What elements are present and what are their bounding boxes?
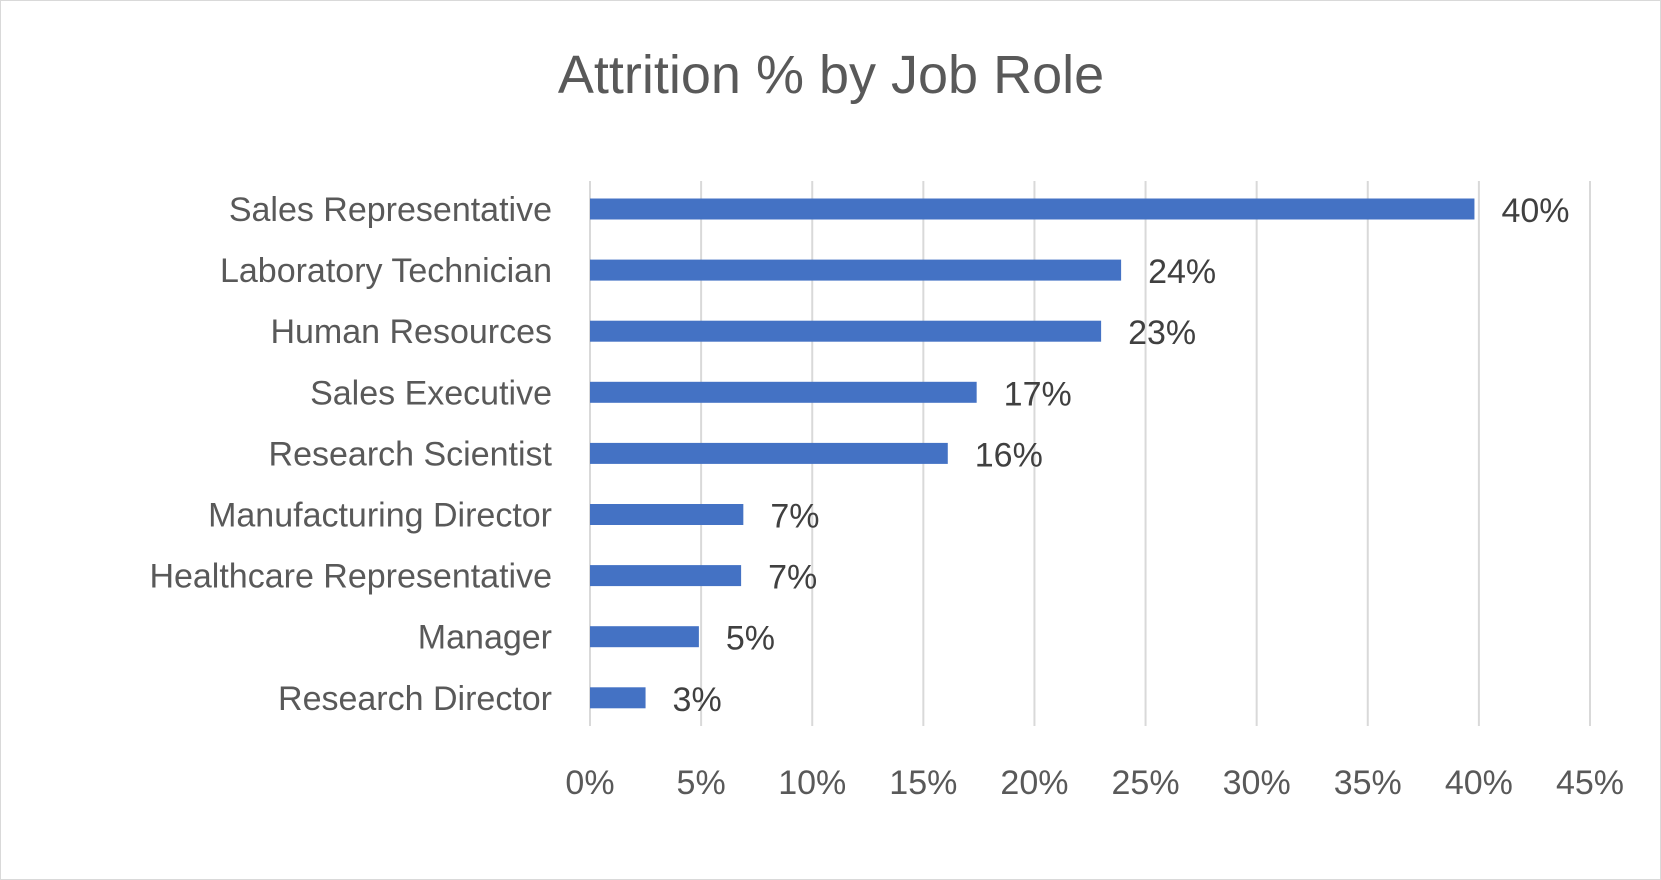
x-tick-label: 0% (565, 764, 614, 802)
category-label: Manager (418, 619, 552, 657)
x-axis-tick-labels: 0% 5% 10% 15% 20% 25% 30% 35% 40% 45% (565, 764, 1624, 802)
bar (590, 320, 1102, 342)
x-tick-label: 35% (1334, 764, 1402, 802)
x-tick-label: 45% (1556, 764, 1624, 802)
bar (590, 381, 977, 403)
data-labels: 40% 24% 23% 17% 16% 7% 7% 5%3% (673, 192, 1570, 719)
data-label: 7% (768, 559, 817, 597)
data-label: 16% (975, 436, 1043, 474)
data-label: 24% (1148, 253, 1216, 291)
x-tick-label: 25% (1112, 764, 1180, 802)
x-tick-label: 5% (677, 764, 726, 802)
x-tick-label: 40% (1445, 764, 1513, 802)
data-label: 5% (726, 620, 775, 658)
category-label: Sales Representative (229, 191, 552, 229)
category-label: Research Director (278, 680, 552, 718)
data-label: 3% (673, 681, 722, 719)
category-labels: Sales Representative Laboratory Technicia… (149, 191, 552, 718)
bar (590, 259, 1122, 281)
x-tick-label: 15% (889, 764, 957, 802)
x-tick-label: 20% (1000, 764, 1068, 802)
category-label: Human Resources (270, 313, 552, 351)
bar (590, 504, 744, 525)
bar (590, 626, 699, 648)
bar (590, 687, 646, 709)
data-label: 23% (1128, 314, 1196, 352)
data-label: 7% (770, 498, 819, 536)
data-label: 17% (1004, 375, 1072, 413)
category-label: Research Scientist (269, 435, 553, 473)
category-label: Laboratory Technician (220, 252, 552, 290)
bar (590, 442, 948, 464)
bars (590, 198, 1475, 709)
x-tick-label: 30% (1223, 764, 1291, 802)
bar (590, 565, 742, 587)
data-label: 40% (1501, 192, 1569, 230)
category-label: Manufacturing Director (208, 497, 552, 535)
x-tick-label: 10% (778, 764, 846, 802)
category-label: Healthcare Representative (149, 558, 552, 596)
bar (590, 198, 1475, 220)
chart-title: Attrition % by Job Role (558, 45, 1104, 105)
category-label: Sales Executive (310, 374, 552, 412)
